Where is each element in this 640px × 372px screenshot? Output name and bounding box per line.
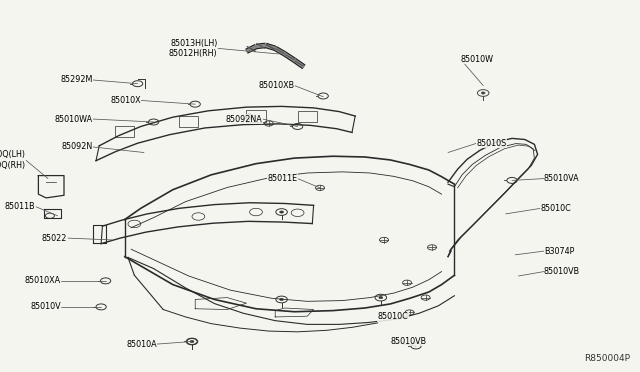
Circle shape <box>280 211 284 213</box>
Text: 85010XA: 85010XA <box>25 276 61 285</box>
Circle shape <box>379 296 383 299</box>
Text: 85210Q(LH)
85210Q(RH): 85210Q(LH) 85210Q(RH) <box>0 150 26 170</box>
Text: 85022: 85022 <box>42 234 67 243</box>
Text: 85010VA: 85010VA <box>544 174 580 183</box>
Text: 85011B: 85011B <box>4 202 35 211</box>
Text: 85010S: 85010S <box>477 139 507 148</box>
Circle shape <box>481 92 485 94</box>
Text: 85010VB: 85010VB <box>390 337 426 346</box>
Text: 85010W: 85010W <box>461 55 494 64</box>
Text: B3074P: B3074P <box>544 247 574 256</box>
Text: 85010VB: 85010VB <box>544 267 580 276</box>
Text: 85010X: 85010X <box>110 96 141 105</box>
Text: 85010XB: 85010XB <box>259 81 294 90</box>
Text: 85010WA: 85010WA <box>54 115 93 124</box>
Text: 85013H(LH)
85012H(RH): 85013H(LH) 85012H(RH) <box>169 39 218 58</box>
Bar <box>298 111 317 122</box>
Circle shape <box>190 340 194 343</box>
Text: 85092NA: 85092NA <box>226 115 262 124</box>
Text: 85092N: 85092N <box>61 142 93 151</box>
Circle shape <box>280 298 284 301</box>
Text: 85010V: 85010V <box>30 302 61 311</box>
Text: 85010C: 85010C <box>378 312 408 321</box>
Bar <box>246 110 266 122</box>
Bar <box>115 126 134 137</box>
Text: 85292M: 85292M <box>60 76 93 84</box>
Bar <box>179 116 198 127</box>
Text: 85010A: 85010A <box>126 340 157 349</box>
Text: R850004P: R850004P <box>584 354 630 363</box>
Text: 85011E: 85011E <box>268 174 298 183</box>
Text: 85010C: 85010C <box>541 204 572 213</box>
